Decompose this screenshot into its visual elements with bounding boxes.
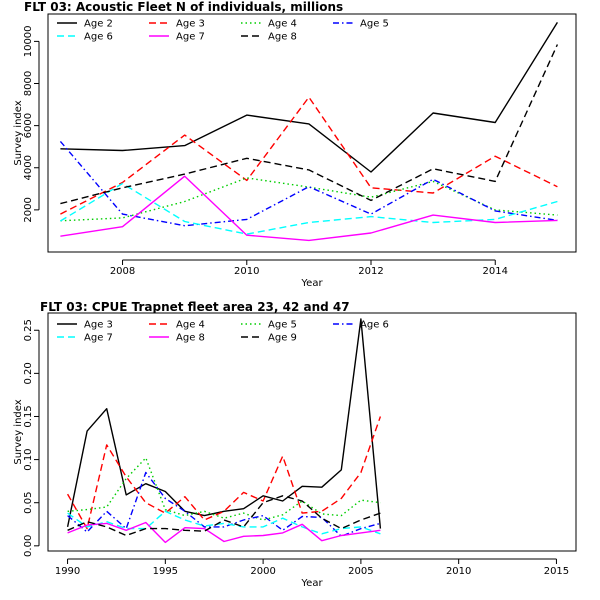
chart-2-legend-label-age-8: Age 8	[176, 333, 205, 344]
chart-2-y-tick-label: 0.05	[23, 492, 34, 514]
chart-1-legend-label-age-5: Age 5	[360, 19, 389, 30]
chart-2-series-age-9	[67, 495, 381, 537]
chart-2-title: FLT 03: CPUE Trapnet fleet area 23, 42 a…	[40, 300, 350, 314]
chart-1-series-age-8	[60, 44, 559, 205]
chart-2-x-tick-label: 2010	[446, 566, 471, 577]
chart-2-x-tick-label: 2015	[544, 566, 569, 577]
chart-2-x-tick-label: 1995	[153, 566, 178, 577]
chart-2-legend-label-age-3: Age 3	[84, 320, 113, 331]
chart-1-axes: 2008 2010 2012 2014 2000 4000 6000 8000 10000	[23, 25, 508, 277]
chart-1-x-axis-label: Year	[300, 278, 323, 289]
chart-1-y-tick-label: 6000	[23, 113, 34, 138]
chart-2-y-tick-label: 0.20	[23, 362, 34, 384]
chart-2-series-age-6	[67, 471, 381, 537]
chart-2-y-tick-label: 0.25	[23, 319, 34, 341]
chart-2-legend-label-age-7: Age 7	[84, 333, 113, 344]
chart-1-plot-frame	[47, 13, 577, 253]
chart-1-legend-label-age-2: Age 2	[84, 19, 113, 30]
chart-1-legend-label-age-8: Age 8	[268, 32, 297, 43]
chart-1-legend-label-age-6: Age 6	[84, 32, 113, 43]
chart-2-plot-frame	[47, 312, 577, 552]
chart-1-series-age-5	[59, 140, 558, 227]
chart-2-series-age-5	[67, 457, 381, 521]
chart-1-series-age-7	[60, 175, 558, 242]
chart-1-series-age-4	[60, 177, 558, 222]
chart-2-y-tick-label: 0.10	[23, 448, 34, 470]
chart-2-y-tick-label: 0.00	[23, 535, 34, 557]
chart-2-x-tick-label: 1990	[55, 566, 80, 577]
chart-2-series-age-7	[67, 510, 381, 535]
chart-2-axes: 1990 1995 2000 2005 2010 2015 0.00 0.05 0.10 0.15…	[23, 319, 569, 577]
cpue-trapnet-chart: FLT 03: CPUE Trapnet fleet area 23, 42 a…	[13, 300, 577, 589]
chart-2-legend-label-age-6: Age 6	[360, 320, 389, 331]
chart-1-x-tick-label: 2010	[234, 266, 259, 277]
chart-1-title: FLT 03: Acoustic Fleet N of individuals,…	[24, 0, 343, 14]
chart-2-legend-label-age-5: Age 5	[268, 320, 297, 331]
chart-1-y-tick-label: 2000	[23, 197, 34, 222]
chart-1-legend-label-age-4: Age 4	[268, 19, 297, 30]
chart-1-x-tick-label: 2014	[483, 266, 508, 277]
chart-2-series-age-8	[67, 521, 381, 544]
chart-1-series-age-2	[60, 22, 558, 173]
chart-1-legend-label-age-3: Age 3	[176, 19, 205, 30]
chart-2-y-tick-label: 0.15	[23, 405, 34, 427]
chart-1-series-group	[59, 22, 559, 242]
chart-1-x-tick-label: 2008	[110, 266, 135, 277]
chart-2-series-group	[66, 318, 382, 544]
chart-2-legend-label-age-4: Age 4	[176, 320, 205, 331]
chart-1-legend-label-age-7: Age 7	[176, 32, 205, 43]
chart-2-x-axis-label: Year	[300, 578, 323, 589]
chart-2-series-age-3	[66, 318, 382, 529]
chart-2-x-tick-label: 2000	[250, 566, 275, 577]
chart-1-series-age-3	[60, 96, 558, 215]
chart-2-legend: Age 3 Age 4 Age 5 Age 6 Age 7 Age 8 Age 9	[57, 320, 389, 344]
chart-2-legend-label-age-9: Age 9	[268, 333, 297, 344]
chart-1-y-axis-label: Survey index	[13, 100, 24, 165]
chart-1-y-tick-label: 4000	[23, 155, 34, 180]
chart-1-x-tick-label: 2012	[358, 266, 383, 277]
chart-1-y-tick-label: 8000	[23, 71, 34, 96]
acoustic-fleet-chart: FLT 03: Acoustic Fleet N of individuals,…	[13, 0, 577, 289]
chart-2-y-axis-label: Survey index	[13, 399, 24, 464]
chart-2-x-tick-label: 2005	[348, 566, 373, 577]
chart-1-y-tick-label: 10000	[23, 25, 34, 57]
chart-1-series-age-6	[60, 182, 558, 235]
chart-1-legend: Age 2 Age 3 Age 4 Age 5 Age 6 Age 7 Age 8	[57, 19, 389, 43]
